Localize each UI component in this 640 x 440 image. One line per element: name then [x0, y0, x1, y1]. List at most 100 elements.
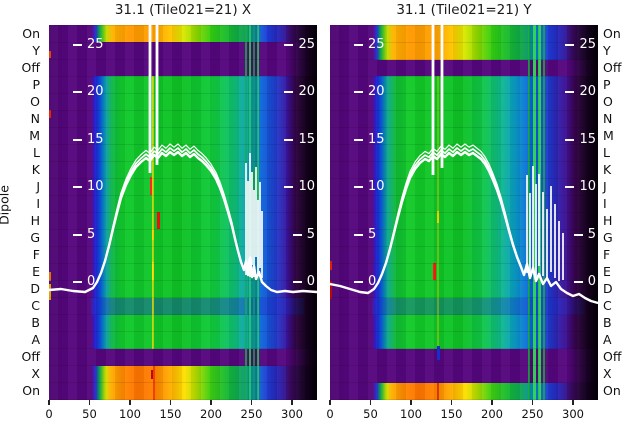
- db-scale-value: 25: [298, 37, 315, 52]
- x-axis-tick-label: 100: [119, 407, 141, 421]
- db-scale-label-left: 10: [354, 179, 385, 194]
- db-scale-label-right: 5: [558, 227, 596, 242]
- x-axis-tick-label: 250: [240, 407, 263, 421]
- dipole-row-label-right: N: [603, 110, 613, 126]
- db-tick-dash: [565, 185, 575, 188]
- db-scale-label-right: 10: [558, 179, 596, 194]
- dipole-row-label-left: G: [30, 230, 40, 246]
- db-scale-label-left: 0: [73, 274, 95, 289]
- heatmap-panel-x: 25 25 20 20 15 15 10 10 5 5 0 0: [49, 25, 317, 400]
- db-scale-value: 5: [306, 227, 315, 242]
- x-axis-tick-label: 50: [82, 407, 97, 421]
- db-tick-dash: [573, 233, 583, 236]
- dipole-row-label-left: A: [31, 332, 40, 348]
- x-axis-tick: [491, 400, 493, 405]
- x-axis-tick-label: 300: [562, 407, 584, 421]
- db-scale-label-left: 0: [354, 274, 376, 289]
- dipole-row-label-right: On: [603, 383, 621, 399]
- db-scale-label-left: 20: [354, 84, 385, 99]
- db-tick-dash: [565, 138, 575, 141]
- x-axis-tick-label: 150: [159, 407, 182, 421]
- x-axis-tick-label: 50: [363, 407, 378, 421]
- dipole-row-label-left: M: [29, 127, 40, 143]
- db-scale-value: 25: [87, 37, 104, 52]
- dipole-row-label-left: I: [36, 195, 40, 211]
- db-scale-value: 10: [298, 179, 315, 194]
- dipole-row-label-right: L: [603, 144, 610, 160]
- db-tick-dash: [284, 43, 294, 46]
- dipole-row-label-left: Y: [32, 42, 40, 58]
- db-scale-value: 5: [368, 227, 377, 242]
- db-tick-dash: [284, 90, 294, 93]
- db-scale-label-left: 15: [73, 132, 104, 147]
- db-tick-dash: [565, 90, 575, 93]
- db-scale-label-right: 15: [277, 132, 315, 147]
- x-axis-tick-label: 150: [440, 407, 463, 421]
- db-scale-value: 10: [87, 179, 104, 194]
- dipole-row-label-right: P: [603, 76, 611, 92]
- dipole-row-label-right: On: [603, 25, 621, 41]
- db-scale-label-right: 0: [277, 274, 315, 289]
- panel-title-x: 31.1 (Tile021=21) X: [114, 2, 252, 18]
- x-axis-tick: [210, 400, 212, 405]
- beam-curve: [330, 150, 598, 305]
- x-axis-tick: [88, 400, 91, 405]
- dipole-row-label-right: G: [603, 230, 613, 246]
- db-scale-value: 20: [298, 84, 315, 99]
- dipole-row-label-right: F: [603, 247, 611, 263]
- x-axis-tick: [169, 400, 172, 405]
- x-axis-tick: [531, 400, 534, 405]
- db-tick-dash: [73, 233, 82, 236]
- dipole-row-label-left: O: [30, 93, 40, 109]
- x-axis-tick: [572, 400, 574, 405]
- dipole-row-label-left: L: [33, 144, 40, 160]
- x-axis-tick: [129, 400, 131, 405]
- dipole-row-label-left: D: [30, 281, 40, 297]
- db-scale-label-left: 25: [73, 37, 104, 52]
- db-scale-value: 15: [368, 132, 385, 147]
- db-tick-dash: [284, 138, 294, 141]
- db-tick-dash: [354, 185, 363, 188]
- dipole-row-label-left: J: [36, 178, 40, 194]
- db-scale-label-right: 20: [558, 84, 596, 99]
- dipole-row-label-left: N: [30, 110, 40, 126]
- x-axis-tick: [369, 400, 372, 405]
- db-scale-label-right: 10: [277, 179, 315, 194]
- x-axis-tick: [329, 400, 331, 405]
- db-tick-dash: [354, 43, 363, 46]
- x-axis-tick: [291, 400, 293, 405]
- beam-curve: [49, 143, 317, 293]
- x-axis-tick: [410, 400, 412, 405]
- db-tick-dash: [565, 43, 575, 46]
- heatmap-panel-y: 25 25 20 20 15 15 10 10 5 5 0 0: [330, 25, 598, 400]
- x-axis-tick-label: 0: [45, 407, 53, 421]
- db-tick-dash: [354, 138, 363, 141]
- db-scale-value: 20: [87, 84, 104, 99]
- db-scale-value: 0: [306, 274, 315, 289]
- db-scale-value: 25: [579, 37, 596, 52]
- db-scale-value: 0: [587, 274, 596, 289]
- db-tick-dash: [73, 185, 82, 188]
- dipole-row-label-left: Off: [21, 59, 40, 75]
- db-tick-dash: [573, 280, 583, 283]
- db-tick-dash: [73, 280, 82, 283]
- db-tick-dash: [354, 280, 363, 283]
- beam-curve: [330, 143, 598, 304]
- dipole-row-label-right: B: [603, 315, 612, 331]
- db-scale-value: 10: [579, 179, 596, 194]
- dipole-row-label-right: M: [603, 127, 614, 143]
- x-axis-tick-label: 300: [281, 407, 303, 421]
- dipole-row-label-left: C: [31, 298, 40, 314]
- dipole-row-label-right: C: [603, 298, 612, 314]
- dipole-row-label-left: E: [32, 264, 40, 280]
- dipole-row-label-left: F: [32, 247, 40, 263]
- dipole-row-label-right: A: [603, 332, 612, 348]
- db-scale-label-right: 5: [277, 227, 315, 242]
- db-scale-label-right: 25: [277, 37, 315, 52]
- beam-curve: [330, 147, 598, 304]
- dipole-row-label-right: Off: [603, 59, 622, 75]
- db-scale-label-left: 5: [354, 227, 376, 242]
- dipole-row-label-right: D: [603, 281, 613, 297]
- dipole-row-label-right: E: [603, 264, 611, 280]
